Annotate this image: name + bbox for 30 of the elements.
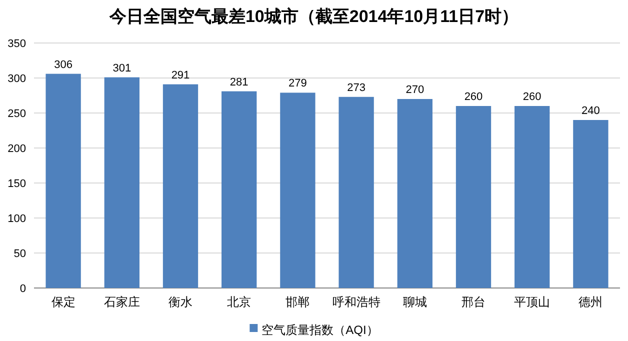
x-tick-label: 呼和浩特 — [332, 295, 380, 309]
x-tick-label: 德州 — [578, 295, 603, 309]
y-tick-label: 350 — [8, 38, 26, 50]
x-tick-label: 保定 — [51, 295, 76, 309]
legend-label: 空气质量指数（AQI） — [262, 323, 378, 337]
data-label: 270 — [406, 84, 424, 96]
y-tick-label: 150 — [8, 178, 26, 190]
y-tick-label: 50 — [14, 248, 26, 260]
data-label: 260 — [464, 91, 483, 103]
y-tick-label: 0 — [20, 283, 26, 295]
data-label: 281 — [230, 76, 248, 88]
data-label: 240 — [582, 105, 600, 117]
x-tick-label: 石家庄 — [104, 295, 140, 309]
data-label: 273 — [347, 82, 366, 94]
x-tick-label: 邯郸 — [286, 295, 310, 309]
data-label: 260 — [522, 91, 542, 103]
x-tick-label: 平顶山 — [514, 295, 550, 309]
x-tick-label: 衡水 — [168, 295, 192, 309]
chart-title: 今日全国空气最差10城市（截至2014年10月11日7时） — [108, 7, 519, 26]
data-label: 279 — [288, 78, 307, 90]
y-tick-label: 250 — [8, 108, 26, 120]
y-tick-label: 300 — [8, 73, 26, 85]
y-tick-label: 100 — [8, 213, 26, 225]
x-tick-label: 聊城 — [402, 295, 427, 309]
x-tick-label: 北京 — [227, 295, 252, 309]
data-label: 301 — [112, 62, 132, 74]
data-label: 306 — [54, 58, 72, 71]
y-tick-label: 200 — [8, 143, 26, 155]
x-tick-label: 邢台 — [462, 295, 486, 309]
data-label: 291 — [171, 69, 190, 82]
